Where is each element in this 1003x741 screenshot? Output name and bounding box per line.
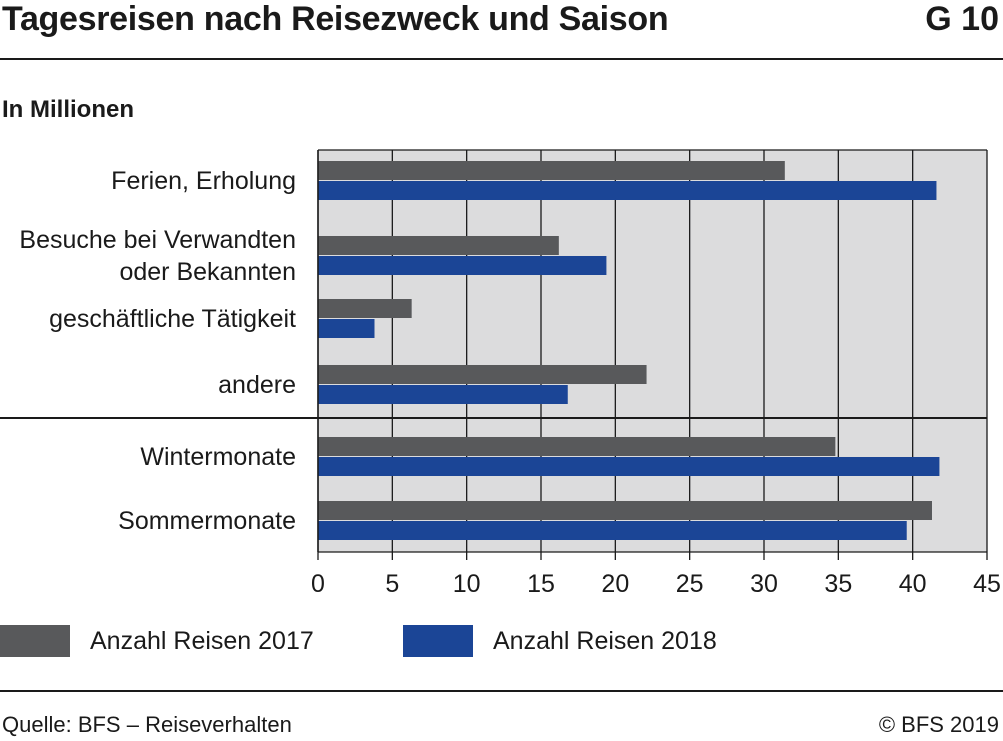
bar-2018 xyxy=(318,319,375,338)
figure-number: G 10 xyxy=(925,0,999,38)
bar-2018 xyxy=(318,181,937,200)
x-tick-label: 5 xyxy=(385,570,399,598)
bar-2018 xyxy=(318,457,940,476)
x-tick-label: 40 xyxy=(899,570,927,598)
source-note: Quelle: BFS – Reiseverhalten xyxy=(2,712,292,737)
x-tick-label: 30 xyxy=(750,570,778,598)
copyright-note: © BFS 2019 xyxy=(878,712,999,737)
legend-swatch-2018 xyxy=(403,625,473,657)
x-tick-label: 45 xyxy=(973,570,1001,598)
category-label: Wintermonate xyxy=(140,443,296,471)
footer-rule xyxy=(0,690,1003,692)
chart-title: Tagesreisen nach Reisezweck und Saison xyxy=(2,0,669,38)
legend-label-2017: Anzahl Reisen 2017 xyxy=(90,626,314,655)
legend-swatch-2017 xyxy=(0,625,70,657)
bar-2017 xyxy=(318,299,412,318)
bar-2017 xyxy=(318,236,559,255)
legend-item-2017: Anzahl Reisen 2017 xyxy=(0,624,314,658)
bar-2017 xyxy=(318,437,836,456)
legend-item-2018: Anzahl Reisen 2018 xyxy=(403,624,717,658)
legend-label-2018: Anzahl Reisen 2018 xyxy=(493,626,717,655)
category-label: oder Bekannten xyxy=(119,258,296,286)
x-tick-label: 0 xyxy=(311,570,325,598)
header-rule xyxy=(0,58,1003,60)
bar-2018 xyxy=(318,385,568,404)
x-tick-label: 35 xyxy=(824,570,852,598)
x-tick-label: 20 xyxy=(601,570,629,598)
unit-label: In Millionen xyxy=(2,96,134,123)
category-label: Sommermonate xyxy=(118,507,296,535)
bar-chart: 0 5 10 15 20 25 30 35 40 45 Ferien, Erholung Besuch… xyxy=(0,149,1001,598)
category-label: andere xyxy=(218,371,296,399)
bar-2017 xyxy=(318,161,785,180)
bar-2017 xyxy=(318,501,932,520)
bar-2018 xyxy=(318,256,607,275)
x-tick-label: 25 xyxy=(676,570,704,598)
x-tick-label: 10 xyxy=(453,570,481,598)
category-label: geschäftliche Tätigkeit xyxy=(49,305,296,333)
category-label: Ferien, Erholung xyxy=(111,167,296,195)
x-tick-label: 15 xyxy=(527,570,555,598)
plot-area xyxy=(318,150,987,552)
bar-2018 xyxy=(318,521,907,540)
bar-2017 xyxy=(318,365,647,384)
category-label: Besuche bei Verwandten xyxy=(19,226,296,254)
